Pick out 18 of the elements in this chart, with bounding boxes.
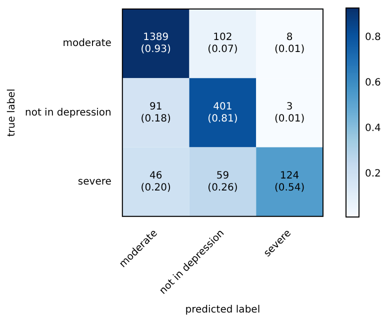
- color-bar-label: 0.8: [365, 32, 381, 44]
- data-label: 46 (0.20): [140, 170, 171, 194]
- color-bar-label: 0.6: [365, 78, 381, 89]
- color-bar-label: 0.4: [365, 122, 381, 134]
- data-label: 401 (0.81): [208, 101, 238, 124]
- y-tick-label: severe: [78, 176, 112, 188]
- y-tick-label: not in depression: [24, 107, 112, 118]
- data-label: 91 (0.18): [140, 101, 171, 124]
- color-bar-label: 0.2: [365, 168, 381, 180]
- data-label: 59 (0.26): [208, 170, 238, 194]
- y-tick-label: moderate: [62, 38, 112, 50]
- data-label: 1389 (0.93): [140, 32, 171, 56]
- data-label: 102 (0.07): [208, 32, 238, 56]
- data-label: 3 (0.01): [274, 101, 305, 124]
- data-label: 8 (0.01): [274, 32, 305, 56]
- y-axis-title: true label: [6, 88, 18, 137]
- x-axis-title: predicted label: [185, 304, 260, 316]
- data-label: 124 (0.54): [274, 170, 305, 194]
